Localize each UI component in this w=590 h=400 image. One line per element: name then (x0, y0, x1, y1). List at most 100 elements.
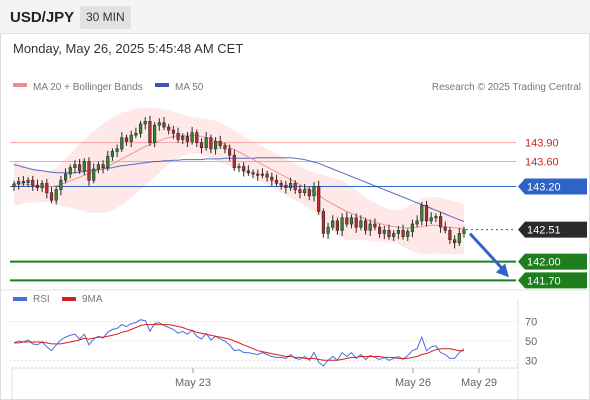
candle-body (181, 136, 185, 140)
candle-body (185, 136, 190, 142)
candle-body (129, 134, 133, 142)
candle-body (12, 183, 16, 187)
candle-body (124, 137, 129, 142)
pivot-label: 143.20 (527, 181, 561, 193)
candle-body (92, 168, 96, 181)
candle-body (377, 226, 382, 234)
candle-body (424, 205, 429, 222)
timeframe-button[interactable]: 30 MIN (80, 6, 131, 29)
candle-body (35, 184, 39, 188)
ma50-legend-swatch (155, 83, 169, 87)
rsi-legend-swatch (13, 297, 27, 301)
candle-body (26, 179, 30, 183)
candle-body (82, 161, 86, 172)
candle-body (228, 148, 232, 156)
candle-body (452, 239, 457, 244)
candle-body (17, 181, 21, 185)
candle-body (143, 121, 147, 125)
candle-body (167, 126, 171, 131)
candle-body (139, 123, 143, 134)
candle-body (171, 129, 176, 134)
candle-body (153, 124, 157, 143)
current-label: 142.51 (527, 225, 561, 237)
rsi-panel: 70 50 30 (10, 317, 537, 367)
candle-body (218, 141, 222, 147)
candle-body (382, 230, 386, 234)
chart-header: USD/JPY 30 MIN (0, 0, 590, 34)
candle-body (406, 231, 410, 237)
candle-body (162, 122, 166, 128)
candle-body (209, 137, 213, 150)
candle-body (396, 230, 401, 234)
price-levels (10, 142, 516, 282)
candle-body (190, 132, 194, 142)
candle-body (387, 230, 391, 237)
candle-body (256, 173, 260, 176)
candle-body (134, 133, 138, 136)
candle-body (429, 217, 433, 222)
candle-body (148, 121, 152, 144)
ma9-legend-label: 9MA (82, 294, 103, 305)
candle-body (260, 173, 265, 176)
support-label-tag (518, 272, 587, 289)
support-label: 141.70 (527, 275, 561, 287)
candle-body (232, 154, 236, 168)
ma50-legend-label: MA 50 (175, 82, 204, 93)
candle-body (298, 189, 302, 194)
candle-body (373, 223, 377, 228)
support-label-tag (518, 253, 587, 270)
candle-body (457, 233, 461, 244)
candle-body (392, 233, 396, 237)
candle-body (420, 205, 424, 222)
candle-body (401, 230, 405, 237)
candle-body (45, 183, 49, 194)
bollinger-band (14, 107, 464, 255)
candle-body (78, 164, 82, 172)
candle-body (120, 137, 124, 150)
forecast-arrow (468, 232, 509, 278)
ma20-legend-swatch (13, 83, 27, 87)
candle-body (302, 189, 307, 194)
candle-body (345, 217, 349, 225)
candle-body (49, 192, 54, 201)
candle-body (359, 220, 363, 228)
credit-text: Research © 2025 Trading Central (432, 82, 581, 93)
ma9-legend-swatch (62, 297, 76, 301)
ma9-line (14, 324, 464, 361)
current-label-tag (518, 221, 587, 238)
candle-body (293, 183, 297, 190)
candle-body (73, 164, 77, 169)
resistance-label: 143.90 (525, 138, 559, 150)
candle-body (251, 172, 255, 175)
chart-datetime: Monday, May 26, 2025 5:45:48 AM CET (13, 41, 244, 56)
candle-body (443, 226, 447, 231)
candle-body (434, 216, 438, 219)
candle-body (363, 220, 368, 231)
candle-body (415, 220, 419, 225)
candle-body (106, 156, 110, 168)
candle-body (199, 142, 204, 148)
candle-body (96, 164, 100, 170)
candle-body (195, 132, 199, 143)
candle-body (214, 141, 218, 150)
candle-body (448, 230, 452, 241)
candle-body (274, 179, 279, 184)
candle-body (157, 122, 161, 126)
candle-body (331, 220, 335, 228)
candle-body (438, 216, 443, 228)
pivot-label-tag (518, 178, 587, 195)
resistance-label: 143.60 (525, 156, 559, 168)
candle-body (87, 161, 91, 181)
candle-body (21, 181, 26, 184)
candle-body (223, 145, 227, 150)
candle-body (59, 179, 63, 190)
ma20-legend-label: MA 20 + Bollinger Bands (33, 82, 143, 93)
candle-body (335, 220, 340, 231)
candle-body (246, 170, 251, 174)
candle-body (64, 173, 68, 181)
candle-body (321, 211, 326, 234)
candle-body (265, 173, 269, 178)
candle-body (110, 151, 114, 157)
candle-body (115, 148, 119, 152)
